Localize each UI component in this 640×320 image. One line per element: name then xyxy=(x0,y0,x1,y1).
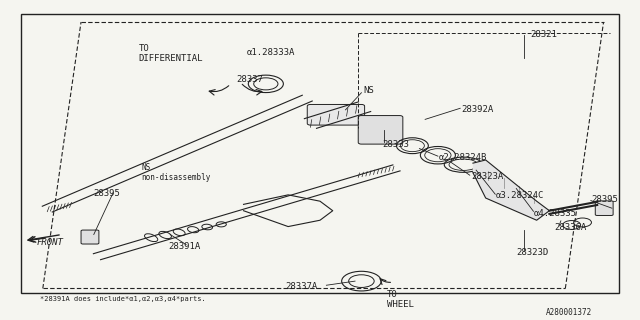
Polygon shape xyxy=(473,160,549,220)
Text: 28337: 28337 xyxy=(236,75,263,84)
Text: α1.28333A: α1.28333A xyxy=(246,48,295,57)
Text: TO
WHEEL: TO WHEEL xyxy=(387,290,414,309)
Text: α3.28324C: α3.28324C xyxy=(496,191,544,200)
Text: 28321: 28321 xyxy=(531,30,557,39)
Text: *28391A does include*α1,α2,α3,α4*parts.: *28391A does include*α1,α2,α3,α4*parts. xyxy=(40,296,205,302)
Text: FRONT: FRONT xyxy=(36,238,63,247)
Text: 28395: 28395 xyxy=(591,195,618,204)
Text: α4.28335: α4.28335 xyxy=(534,209,577,218)
Text: 28395: 28395 xyxy=(94,189,121,198)
Bar xyxy=(20,14,620,293)
Text: 28392A: 28392A xyxy=(461,105,493,114)
FancyBboxPatch shape xyxy=(307,104,365,125)
Text: NS: NS xyxy=(364,86,374,95)
FancyBboxPatch shape xyxy=(358,116,403,144)
Text: NS
non-disassembly: NS non-disassembly xyxy=(141,163,211,182)
FancyBboxPatch shape xyxy=(81,230,99,244)
Text: 28336A: 28336A xyxy=(554,223,587,232)
Text: A280001372: A280001372 xyxy=(546,308,593,317)
Text: 28323A: 28323A xyxy=(471,172,503,181)
Text: 28333: 28333 xyxy=(383,140,410,149)
Text: 28337A: 28337A xyxy=(285,282,317,291)
Text: TO
DIFFERENTIAL: TO DIFFERENTIAL xyxy=(138,44,203,63)
Text: α2.28324B: α2.28324B xyxy=(438,153,487,162)
Text: 28391A: 28391A xyxy=(168,242,200,251)
FancyBboxPatch shape xyxy=(595,201,613,215)
Text: 28323D: 28323D xyxy=(516,248,548,257)
